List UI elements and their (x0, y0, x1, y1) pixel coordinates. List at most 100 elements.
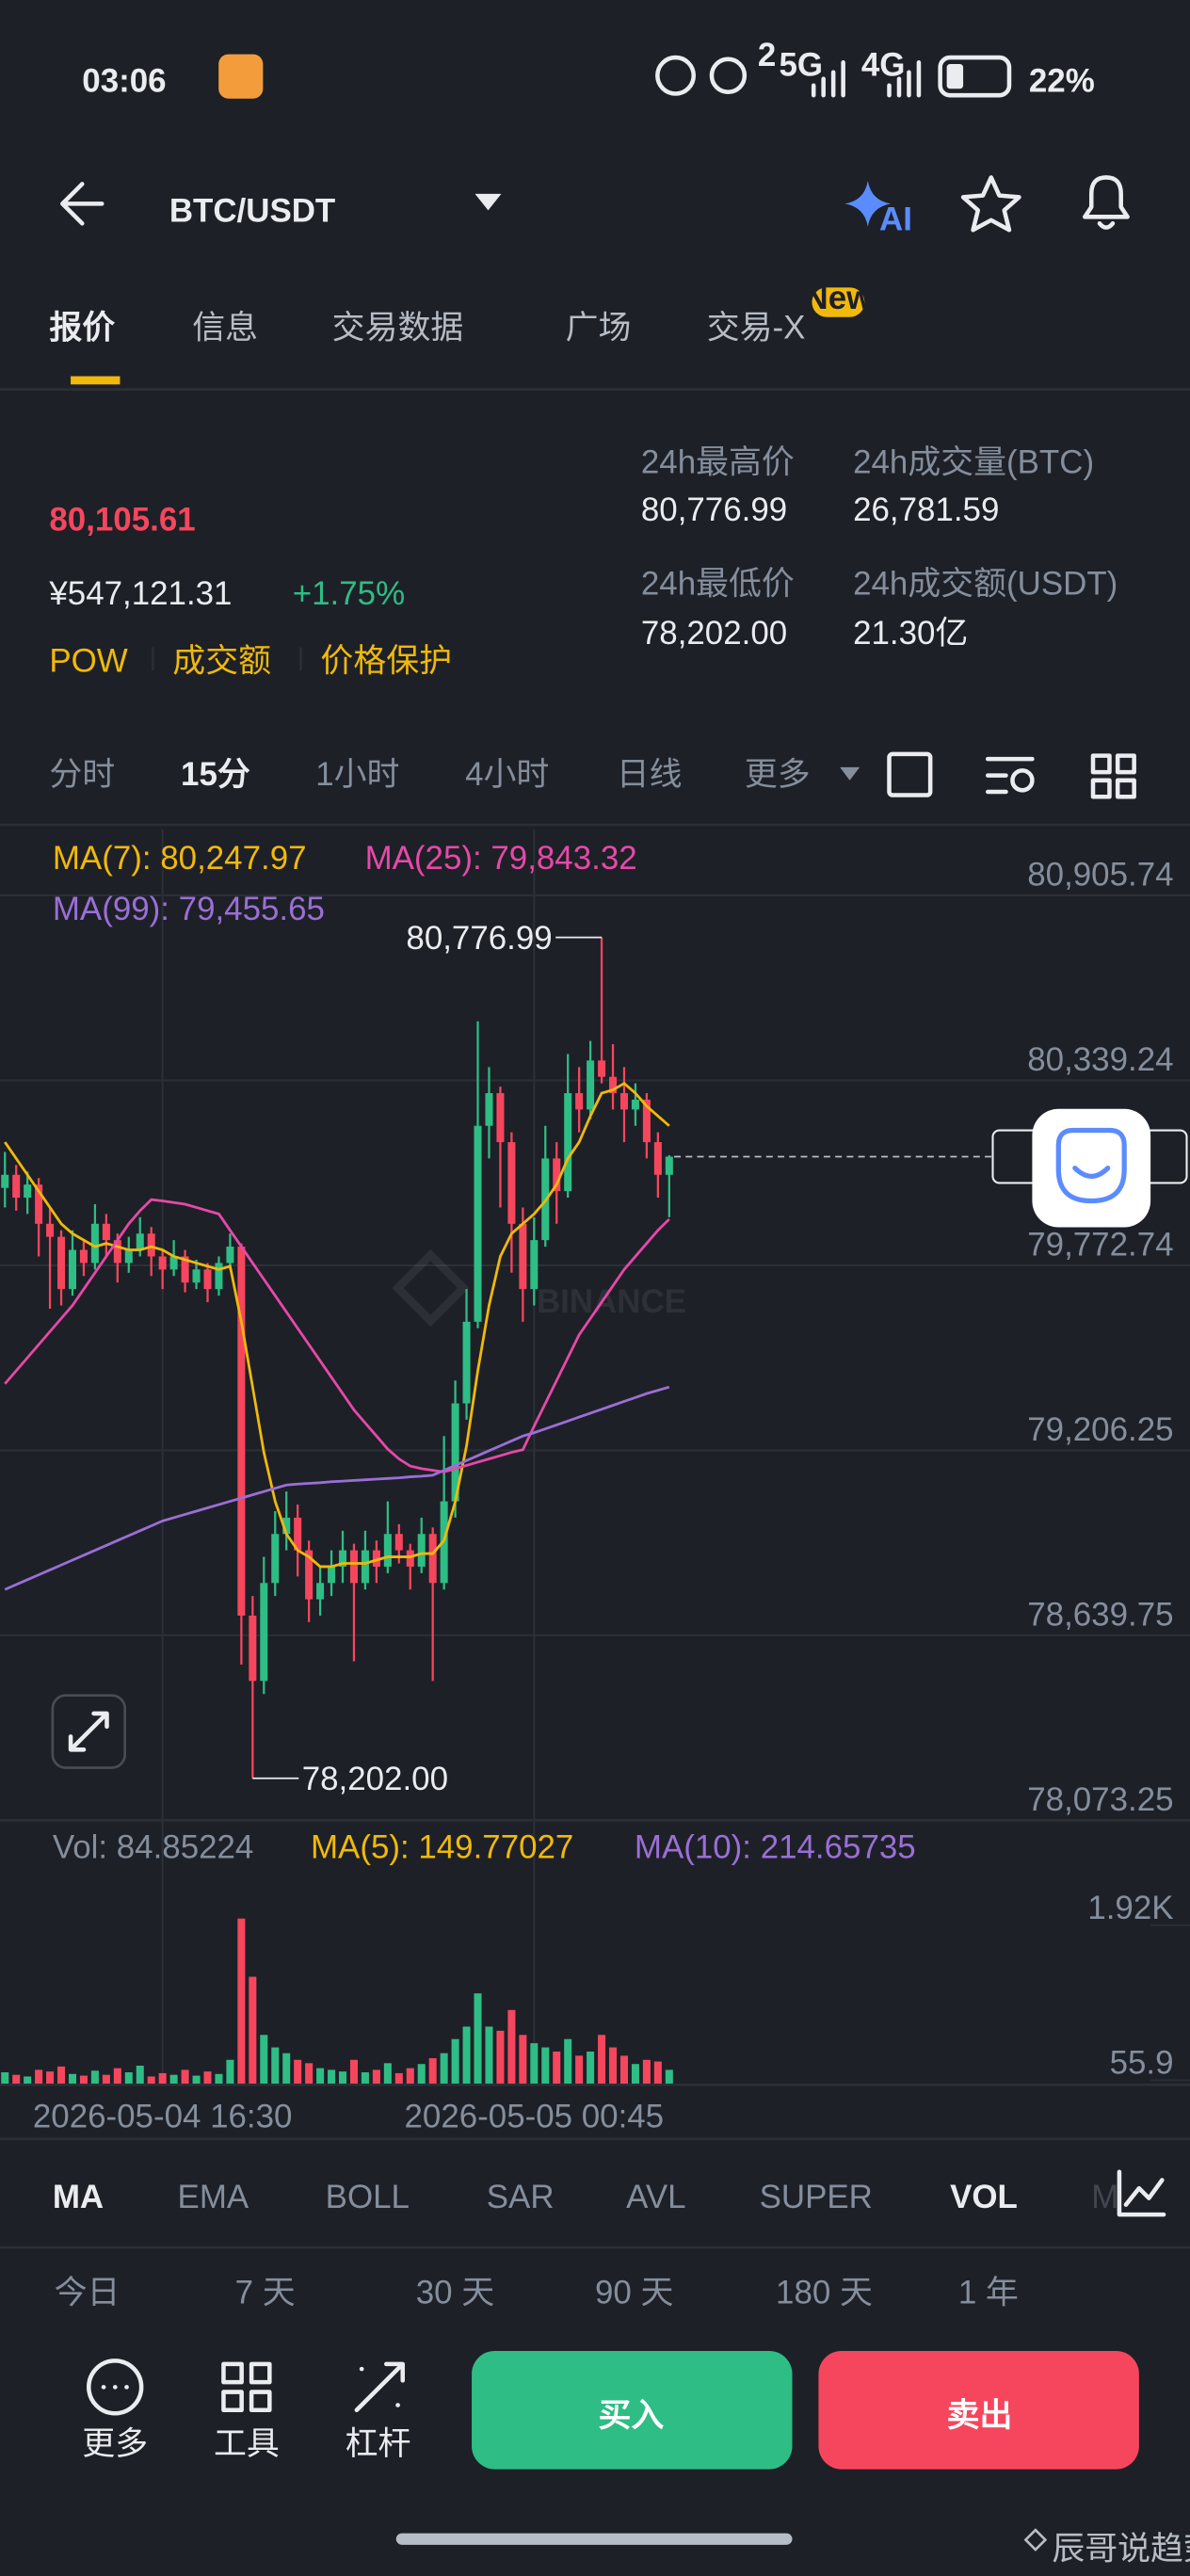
tag[interactable]: POW (49, 643, 127, 680)
action-label[interactable]: 杠杆 (346, 2425, 411, 2462)
interval[interactable]: 4小时 (465, 756, 549, 793)
tab[interactable]: 交易-X (707, 309, 806, 346)
period[interactable]: 90 天 (595, 2274, 673, 2310)
volume-bar (203, 2071, 212, 2085)
period[interactable]: 30 天 (416, 2274, 494, 2310)
candle-body (68, 1249, 77, 1290)
candle-body (271, 1534, 280, 1584)
stat-value: 26,781.59 (853, 491, 999, 528)
candle-body (249, 1615, 257, 1682)
volume-bar (642, 2059, 651, 2085)
period[interactable]: 7 天 (235, 2274, 296, 2310)
candle-body (46, 1223, 55, 1237)
buy-label[interactable]: 买入 (599, 2397, 665, 2434)
depth-icon[interactable] (887, 751, 933, 797)
pair-dropdown[interactable] (474, 193, 502, 211)
volume-bar (462, 2026, 471, 2085)
tag[interactable]: 成交额 (172, 643, 271, 680)
more-icon[interactable] (87, 2359, 144, 2416)
settings-icon[interactable] (985, 756, 1035, 795)
ai-icon[interactable] (844, 180, 892, 227)
home-indicator (395, 2533, 793, 2545)
candle-body (169, 1256, 178, 1270)
alarm-icon (655, 55, 697, 96)
indicator-tab[interactable]: VOL (950, 2179, 1018, 2215)
interval[interactable]: 更多 (745, 756, 811, 793)
period[interactable]: 180 天 (776, 2274, 873, 2310)
indicator-tab[interactable]: SAR (487, 2179, 555, 2215)
period[interactable]: 1 年 (958, 2274, 1019, 2310)
indicator-settings[interactable] (1117, 2169, 1166, 2217)
volume-bar (90, 2070, 99, 2085)
tab[interactable]: 交易数据 (332, 309, 464, 346)
buy-button[interactable] (472, 2350, 793, 2470)
candle-body (294, 1517, 302, 1551)
candle-body (1, 1174, 9, 1188)
stat-value: 80,776.99 (641, 491, 787, 528)
volume-bar (372, 2069, 380, 2085)
interval[interactable]: 15分 (181, 756, 250, 793)
price-change: +1.75% (293, 575, 405, 612)
indicator-tab[interactable]: M (1091, 2179, 1118, 2215)
leverage-icon[interactable] (354, 2361, 406, 2413)
candle-body (485, 1093, 493, 1126)
period-bar: 今日 7 天 30 天 90 天 180 天 1 年 (55, 2274, 1019, 2310)
interval[interactable]: 日线 (617, 756, 683, 793)
action-label[interactable]: 更多 (82, 2425, 148, 2462)
volume-bar (451, 2038, 459, 2085)
candle-body (113, 1240, 121, 1264)
candle-body (383, 1534, 392, 1567)
chart-watermark-logo (392, 1248, 470, 1328)
period[interactable]: 今日 (55, 2274, 121, 2310)
volume-bar (1, 2072, 9, 2085)
signal-label: 2 (758, 37, 776, 73)
settings-icon (1010, 768, 1035, 793)
indicator-tab[interactable]: EMA (178, 2179, 249, 2215)
ma-line (4, 1081, 670, 1569)
candle-body (631, 1099, 639, 1110)
ma-legend: MA(7): 80,247.97 (53, 840, 307, 877)
watermark-icon (1023, 2528, 1048, 2552)
indicator-tab[interactable]: SUPER (760, 2179, 873, 2215)
tag[interactable]: 价格保护 (320, 643, 452, 680)
action-label[interactable]: 工具 (214, 2425, 280, 2462)
candle-body (474, 1125, 482, 1322)
app-icon (218, 54, 264, 99)
indicator-bar: MA EMA BOLL SAR AVL SUPER VOL M (53, 2179, 1118, 2215)
sell-button[interactable] (818, 2350, 1139, 2470)
interval[interactable]: 分时 (49, 756, 115, 793)
indicator-tab[interactable]: AVL (626, 2179, 685, 2215)
indicator-tab[interactable]: BOLL (326, 2179, 410, 2215)
candle-body (215, 1263, 223, 1290)
more-dropdown[interactable] (840, 766, 860, 781)
y-tick-label: 79,772.74 (1027, 1226, 1173, 1263)
sell-label[interactable]: 卖出 (947, 2397, 1013, 2434)
signal-label: 5G (780, 46, 824, 83)
ai-badge[interactable]: AI (879, 201, 912, 237)
fullscreen-icon (68, 1711, 109, 1752)
interval[interactable]: 1小时 (315, 756, 399, 793)
alert-button[interactable] (1082, 175, 1130, 230)
layout-icon[interactable] (1090, 753, 1136, 799)
candle-body (417, 1534, 426, 1567)
stat-label: 24h最低价 (641, 566, 795, 603)
volume-bar (35, 2069, 43, 2085)
assistant-button[interactable] (1032, 1108, 1151, 1228)
tab[interactable]: 广场 (566, 309, 632, 346)
y-tick-label: 78,073.25 (1027, 1781, 1173, 1818)
candle-body (507, 1142, 516, 1224)
volume-bar (553, 2051, 561, 2085)
favorite-button[interactable] (960, 175, 1021, 233)
volume-bar (226, 2059, 234, 2085)
tab[interactable]: 报价 (49, 309, 115, 346)
tab[interactable]: 信息 (192, 309, 258, 346)
clock: 03:06 (82, 63, 166, 100)
back-button[interactable] (60, 182, 105, 226)
candle-body (158, 1256, 167, 1270)
indicator-tab[interactable]: MA (53, 2179, 104, 2215)
tools-icon[interactable] (221, 2361, 272, 2413)
battery-level (946, 64, 964, 89)
volume-bar (338, 2071, 347, 2085)
pair-title[interactable]: BTC/USDT (169, 193, 335, 230)
